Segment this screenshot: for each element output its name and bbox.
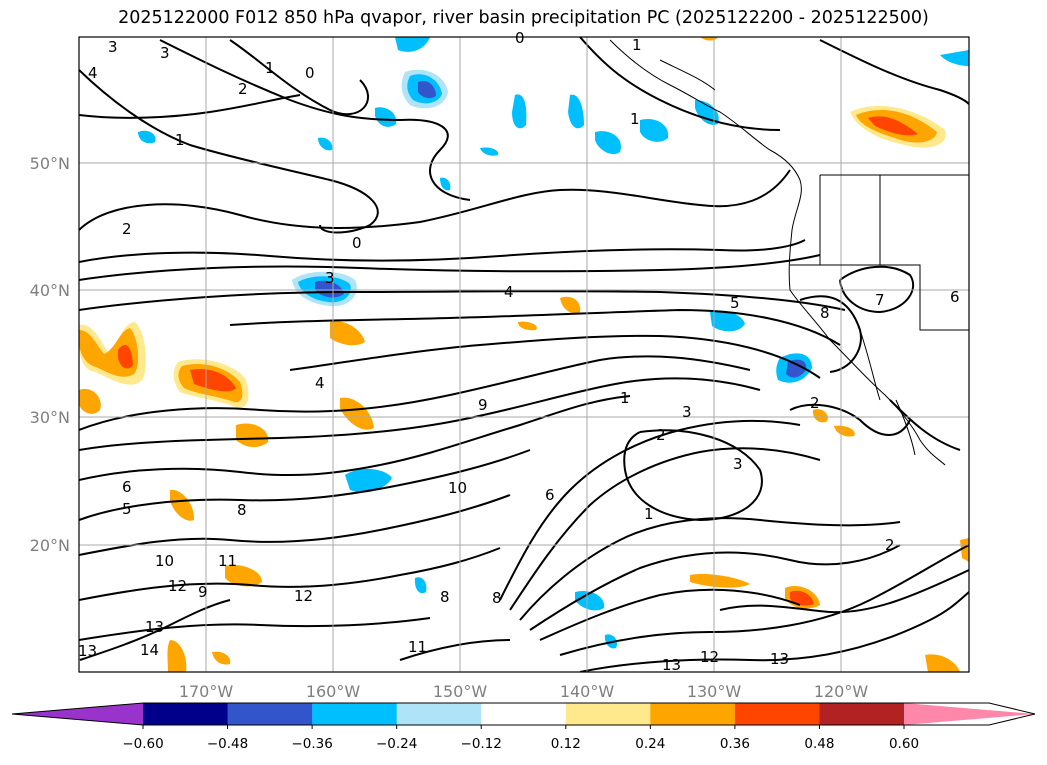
coastline (609, 39, 969, 466)
colorbar-tick-label: −0.60 (122, 736, 163, 752)
colorbar-ticks: −0.60 −0.48 −0.36 −0.24 −0.12 0.12 0.24 0.36 0.4… (122, 725, 919, 752)
latitude-labels: 50°N 40°N 30°N 20°N (30, 154, 70, 555)
contour-label: 8 (237, 501, 247, 519)
colorbar-extend-over (904, 703, 1035, 725)
qvapor-contours (79, 37, 969, 672)
colorbar-tick-label: 0.36 (720, 736, 750, 752)
lat-label-20n: 20°N (30, 536, 70, 555)
contour-label: 1 (632, 36, 642, 54)
contour-label: 4 (504, 283, 514, 301)
lon-label-140w: 140°W (560, 682, 615, 701)
colorbar-bin (396, 703, 482, 725)
contour-label: 4 (88, 64, 98, 82)
contour-label: 12 (168, 577, 187, 595)
lat-label-50n: 50°N (30, 154, 70, 173)
lon-label-130w: 130°W (687, 682, 742, 701)
contour-label: 11 (408, 638, 427, 656)
lon-label-170w: 170°W (179, 682, 234, 701)
contour-labels: 3 3 4 2 1 1 0 0 1 1 2 0 3 4 5 8 7 6 4 9 … (78, 29, 960, 674)
lon-label-150w: 150°W (433, 682, 488, 701)
colorbar-tick-label: −0.36 (291, 736, 332, 752)
lon-label-160w: 160°W (306, 682, 361, 701)
contour-label: 12 (294, 587, 313, 605)
colorbar-bin (819, 703, 905, 725)
contour-label: 3 (108, 38, 118, 56)
contour-label: 3 (682, 403, 692, 421)
contour-label: 13 (78, 642, 97, 660)
contour-label: 8 (440, 588, 450, 606)
contour-label: 2 (238, 80, 248, 98)
lat-label-40n: 40°N (30, 281, 70, 300)
longitude-labels: 170°W 160°W 150°W 140°W 130°W 120°W (179, 682, 869, 701)
contour-label: 6 (122, 478, 132, 496)
contour-label: 14 (140, 641, 159, 659)
contour-label: 2 (656, 426, 666, 444)
contour-label: 0 (352, 234, 362, 252)
colorbar-bins (143, 703, 905, 725)
map-title: 2025122000 F012 850 hPa qvapor, river ba… (118, 8, 929, 28)
colorbar-tick-label: −0.12 (461, 736, 502, 752)
colorbar-bin (481, 703, 567, 725)
contour-label: 3 (733, 455, 743, 473)
contour-label: 1 (175, 131, 185, 149)
contour-label: 7 (875, 291, 885, 309)
contour-label: 3 (160, 44, 170, 62)
colorbar-tick-label: 0.60 (889, 736, 919, 752)
contour-label: 13 (145, 618, 164, 636)
colorbar: −0.60 −0.48 −0.36 −0.24 −0.12 0.12 0.24 0.36 0.4… (11, 702, 1036, 752)
contour-label: 13 (770, 650, 789, 668)
map-field (79, 37, 969, 672)
contour-label: 6 (950, 288, 960, 306)
colorbar-bin (734, 703, 820, 725)
contour-label: 11 (218, 552, 237, 570)
contour-label: 13 (662, 656, 681, 674)
contour-label: 9 (478, 396, 488, 414)
contour-label: 9 (198, 583, 208, 601)
colorbar-bin (650, 703, 736, 725)
colorbar-bin (143, 703, 229, 725)
colorbar-bin (312, 703, 398, 725)
colorbar-tick-label: −0.48 (207, 736, 248, 752)
map-frame (78, 36, 970, 673)
contour-label: 4 (315, 374, 325, 392)
contour-label: 1 (620, 389, 630, 407)
negative-anomaly-patches (138, 37, 969, 649)
contour-label: 12 (700, 648, 719, 666)
colorbar-tick-label: 0.24 (635, 736, 665, 752)
positive-anomaly-patches (79, 37, 969, 672)
contour-label: 5 (730, 294, 740, 312)
contour-label: 8 (492, 589, 502, 607)
graticule (79, 37, 969, 672)
contour-label: 1 (265, 59, 275, 77)
colorbar-tick-label: 0.12 (551, 736, 581, 752)
contour-label: 1 (630, 110, 640, 128)
contour-label: 2 (885, 536, 895, 554)
colorbar-extend-under (12, 703, 143, 725)
contour-label: 6 (545, 486, 555, 504)
contour-label: 3 (325, 269, 335, 287)
contour-label: 10 (155, 552, 174, 570)
contour-label: 2 (122, 220, 132, 238)
contour-label: 0 (305, 64, 315, 82)
colorbar-tick-label: 0.48 (804, 736, 834, 752)
contour-label: 0 (515, 29, 525, 47)
colorbar-tick-label: −0.24 (376, 736, 417, 752)
lon-label-120w: 120°W (814, 682, 869, 701)
contour-label: 1 (644, 505, 654, 523)
contour-label: 5 (122, 500, 132, 518)
contour-label: 8 (820, 304, 830, 322)
colorbar-bin (565, 703, 651, 725)
contour-label: 10 (448, 479, 467, 497)
contour-label: 2 (810, 394, 820, 412)
colorbar-bin (227, 703, 313, 725)
lat-label-30n: 30°N (30, 408, 70, 427)
